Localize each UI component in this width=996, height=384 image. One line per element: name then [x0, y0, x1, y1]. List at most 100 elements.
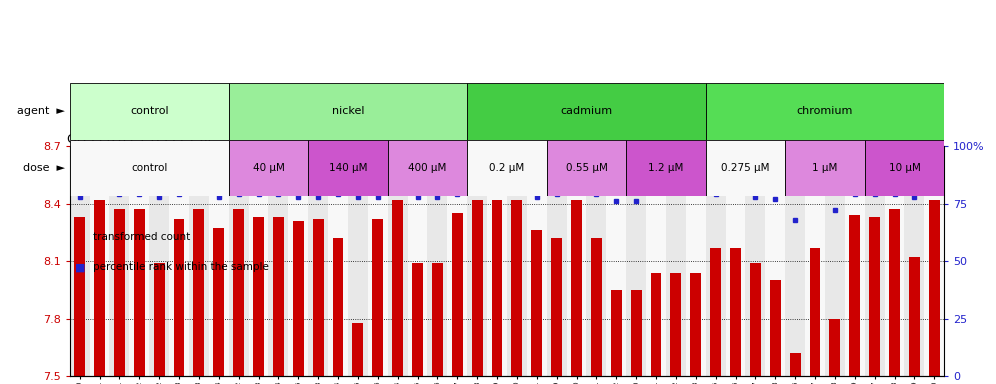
Bar — [650, 273, 661, 376]
Bar — [706, 83, 944, 140]
Bar — [547, 146, 567, 376]
Text: transformed count: transformed count — [93, 232, 190, 242]
Bar — [909, 257, 920, 376]
Bar — [845, 146, 865, 376]
Bar — [308, 140, 387, 196]
Bar — [607, 146, 626, 376]
Bar — [229, 146, 249, 376]
Bar — [527, 146, 547, 376]
Text: 400 μM: 400 μM — [408, 163, 446, 173]
Text: 0.55 μM: 0.55 μM — [566, 163, 608, 173]
Bar — [865, 146, 884, 376]
Bar — [432, 263, 443, 376]
Bar — [213, 228, 224, 376]
Bar — [745, 146, 765, 376]
Bar — [850, 215, 861, 376]
Bar — [785, 140, 865, 196]
Bar — [929, 200, 940, 376]
Bar — [229, 83, 467, 140]
Bar — [531, 230, 542, 376]
Bar — [686, 146, 706, 376]
Bar — [571, 200, 582, 376]
Bar — [467, 83, 706, 140]
Bar — [690, 273, 701, 376]
Bar — [193, 209, 204, 376]
Bar — [587, 146, 607, 376]
Text: 0.2 μM: 0.2 μM — [489, 163, 525, 173]
Bar — [353, 323, 364, 376]
Text: 40 μM: 40 μM — [253, 163, 285, 173]
Text: 0.275 μM: 0.275 μM — [721, 163, 770, 173]
Bar — [348, 146, 368, 376]
Bar — [889, 209, 900, 376]
Bar — [551, 238, 562, 376]
Bar — [70, 83, 229, 140]
Text: 10 μM: 10 μM — [888, 163, 920, 173]
Bar — [74, 217, 85, 376]
Text: ■: ■ — [75, 262, 86, 272]
Bar — [387, 146, 407, 376]
Bar — [810, 248, 821, 376]
Bar — [289, 146, 308, 376]
Bar — [626, 140, 706, 196]
Bar — [646, 146, 666, 376]
Text: GDS3928 / 1371115_at: GDS3928 / 1371115_at — [67, 132, 212, 145]
Bar — [313, 219, 324, 376]
Bar — [368, 146, 387, 376]
Bar — [626, 146, 646, 376]
Bar — [591, 238, 602, 376]
Bar — [467, 146, 487, 376]
Bar — [249, 146, 269, 376]
Bar — [730, 248, 741, 376]
Bar — [233, 209, 244, 376]
Bar — [924, 146, 944, 376]
Bar — [133, 209, 144, 376]
Bar — [269, 146, 289, 376]
Bar — [333, 238, 344, 376]
Bar — [706, 140, 785, 196]
Bar — [110, 146, 129, 376]
Bar — [805, 146, 825, 376]
Bar — [830, 319, 841, 376]
Bar — [765, 146, 785, 376]
Bar — [70, 146, 90, 376]
Bar — [884, 146, 904, 376]
Text: percentile rank within the sample: percentile rank within the sample — [93, 262, 269, 272]
Bar — [870, 217, 880, 376]
Bar — [825, 146, 845, 376]
Text: 140 μM: 140 μM — [329, 163, 368, 173]
Bar — [328, 146, 348, 376]
Bar — [253, 217, 264, 376]
Bar — [209, 146, 229, 376]
Bar — [670, 273, 681, 376]
Bar — [567, 146, 587, 376]
Text: ■: ■ — [75, 232, 86, 242]
Bar — [447, 146, 467, 376]
Bar — [472, 200, 483, 376]
Bar — [392, 200, 403, 376]
Bar — [308, 146, 328, 376]
Bar — [427, 146, 447, 376]
Bar — [412, 263, 423, 376]
Bar — [94, 200, 105, 376]
Bar — [710, 248, 721, 376]
Text: control: control — [131, 163, 167, 173]
Bar — [492, 200, 503, 376]
Bar — [153, 263, 164, 376]
Bar — [90, 146, 110, 376]
Bar — [169, 146, 189, 376]
Bar — [770, 280, 781, 376]
Bar — [785, 146, 805, 376]
Bar — [149, 146, 169, 376]
Bar — [904, 146, 924, 376]
Bar — [865, 140, 944, 196]
Bar — [507, 146, 527, 376]
Bar — [273, 217, 284, 376]
Bar — [407, 146, 427, 376]
Bar — [511, 200, 522, 376]
Text: nickel: nickel — [332, 106, 365, 116]
Bar — [114, 209, 124, 376]
Bar — [373, 219, 383, 376]
Text: control: control — [129, 106, 168, 116]
Bar — [189, 146, 209, 376]
